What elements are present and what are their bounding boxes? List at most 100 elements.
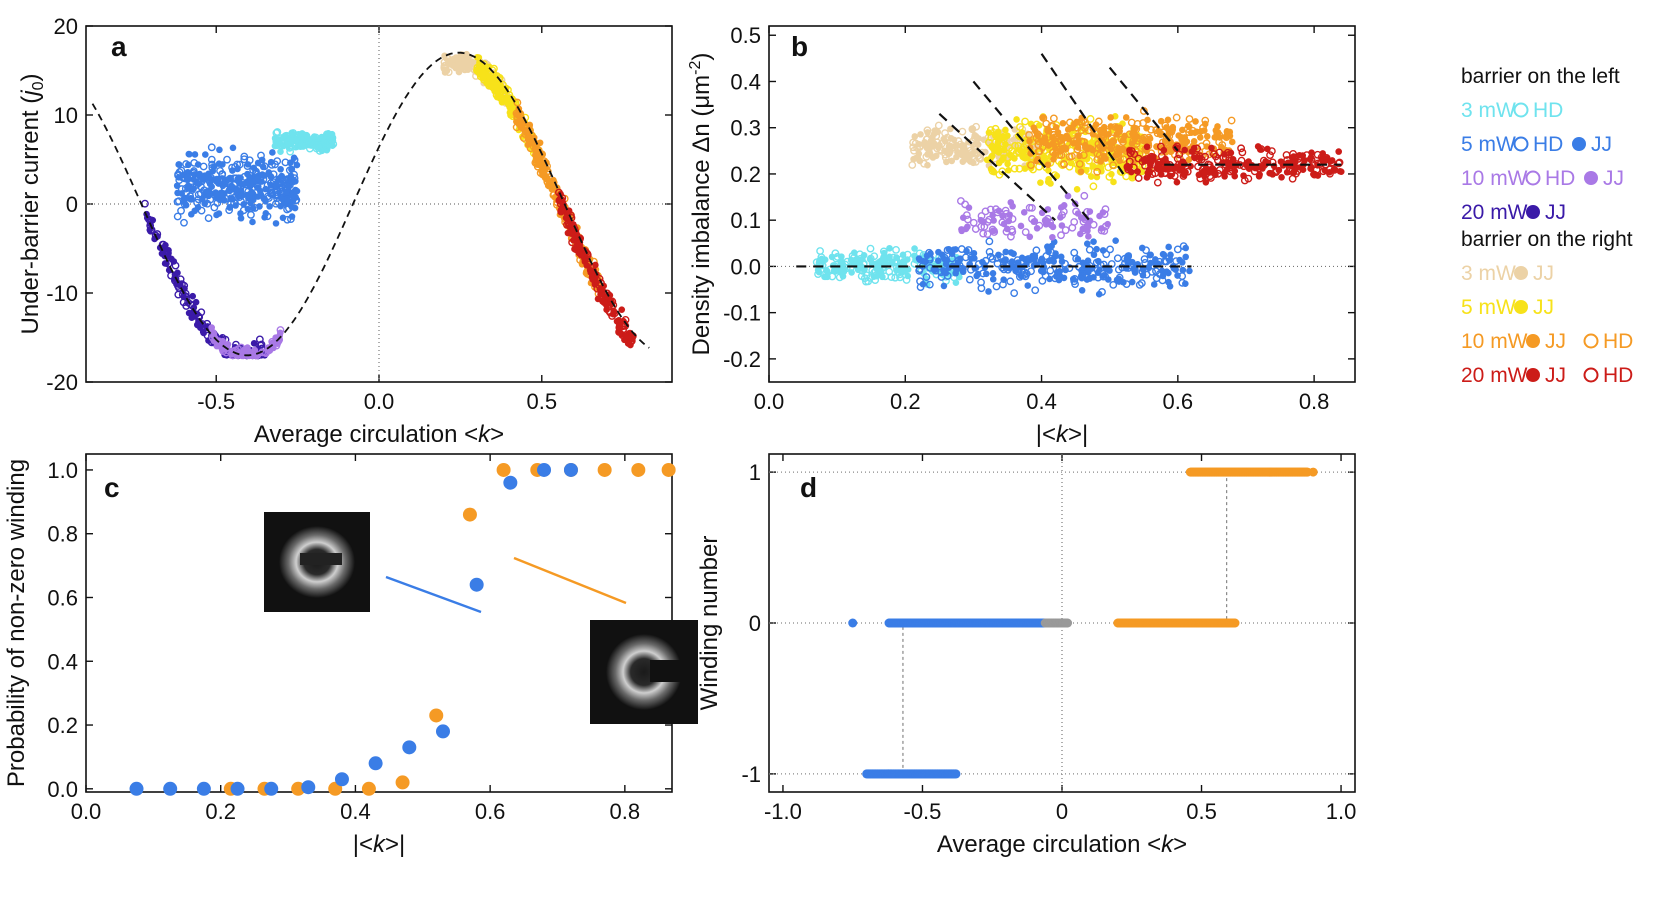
- data-point: [1005, 166, 1012, 174]
- legend-marker-open: [1583, 367, 1599, 383]
- data-point: [982, 270, 990, 278]
- data-point: [240, 152, 249, 161]
- data-point: [1077, 168, 1085, 175]
- data-point: [291, 204, 299, 212]
- data-point: [965, 275, 974, 284]
- data-point: [1004, 160, 1011, 168]
- y-tick-label: 0.8: [47, 522, 78, 547]
- legend-marker-open: [1513, 102, 1529, 118]
- data-point: [1059, 119, 1067, 127]
- legend-item-label: HD: [1533, 99, 1563, 122]
- data-point: [213, 191, 220, 198]
- legend-marker-filled: [1526, 334, 1540, 348]
- data-point: [929, 154, 937, 161]
- data-point: [1089, 182, 1098, 191]
- data-point: [174, 170, 183, 179]
- legend-power: 3 mW: [1461, 99, 1516, 122]
- data-point: [592, 261, 599, 269]
- data-point: [1150, 281, 1158, 288]
- data-point: [1172, 113, 1181, 122]
- legend-item-label: HD: [1603, 364, 1633, 387]
- data-point: [1039, 114, 1046, 121]
- data-point: [215, 160, 223, 168]
- data-point: [216, 146, 223, 154]
- legend-right-title: barrier on the right: [1461, 228, 1633, 251]
- data-point: [240, 155, 249, 164]
- x-axis-label-post: >|: [385, 831, 405, 858]
- data-point: [244, 161, 252, 168]
- data-point: [205, 177, 214, 186]
- data-point: [288, 137, 296, 144]
- data-point: [952, 279, 960, 287]
- data-point: [1181, 134, 1189, 141]
- x-tick-label: 0.2: [205, 799, 236, 824]
- data-point: [1044, 243, 1051, 251]
- data-point-blue: [469, 577, 484, 592]
- data-point: [1108, 170, 1115, 178]
- y-axis-label: Winding number: [696, 536, 723, 711]
- data-point: [866, 244, 875, 253]
- legend-item-label: JJ: [1545, 330, 1566, 353]
- data-point: [958, 227, 966, 235]
- data-point: [946, 142, 954, 150]
- data-point: [227, 182, 235, 190]
- data-point: [1237, 144, 1245, 153]
- data-point: [1057, 253, 1065, 261]
- data-point: [1038, 255, 1046, 263]
- x-tick-label: 1.0: [1326, 799, 1357, 824]
- data-point: [277, 148, 284, 156]
- panel-label: c: [104, 472, 120, 503]
- data-point: [272, 191, 281, 200]
- data-point: [229, 144, 237, 152]
- legend-marker-filled: [1526, 205, 1540, 219]
- data-point: [1128, 278, 1136, 286]
- data-point: [254, 193, 262, 200]
- data-point: [969, 150, 977, 157]
- data-point: [1113, 254, 1122, 263]
- y-tick-label: 10: [54, 103, 78, 128]
- data-point: [283, 188, 290, 196]
- data-point: [286, 147, 295, 156]
- data-point: [322, 142, 331, 150]
- data-point: [1044, 178, 1052, 186]
- data-point: [184, 173, 192, 181]
- data-point: [204, 174, 212, 181]
- data-point: [240, 172, 249, 181]
- data-point: [311, 133, 318, 140]
- data-point: [1178, 259, 1186, 266]
- data-point: [1147, 259, 1154, 267]
- data-point: [272, 139, 281, 148]
- data-point: [174, 280, 183, 288]
- data-point: [248, 188, 255, 196]
- data-point: [237, 349, 245, 356]
- data-point: [1030, 124, 1038, 131]
- data-point-orange: [462, 507, 477, 522]
- data-point: [985, 288, 992, 295]
- data-point: [221, 197, 228, 204]
- plot-frame: [85, 453, 673, 793]
- data-point: [989, 270, 997, 277]
- y-tick-label: 1.0: [47, 458, 78, 483]
- data-point: [290, 192, 298, 201]
- data-point: [269, 149, 276, 156]
- data-point: [985, 237, 994, 246]
- data-point: [934, 128, 942, 136]
- y-tick-label: 0.6: [47, 585, 78, 610]
- legend-power: 20 mW: [1461, 364, 1528, 387]
- data-point: [216, 166, 224, 175]
- data-point: [1061, 226, 1070, 235]
- data-point: [540, 171, 548, 179]
- data-point: [199, 162, 208, 171]
- data-point: [199, 328, 207, 336]
- x-axis-label-pre: Average circulation <: [254, 421, 478, 448]
- data-point-blue: [368, 756, 383, 771]
- data-point: [250, 340, 258, 347]
- data-point: [1185, 115, 1194, 123]
- band-point: [1063, 618, 1073, 628]
- data-point: [1267, 169, 1275, 177]
- data-point: [956, 197, 965, 205]
- data-point: [1179, 266, 1187, 274]
- x-tick-label: 0.6: [1163, 389, 1194, 414]
- data-point: [599, 298, 606, 305]
- y-tick-label: 0.2: [47, 713, 78, 738]
